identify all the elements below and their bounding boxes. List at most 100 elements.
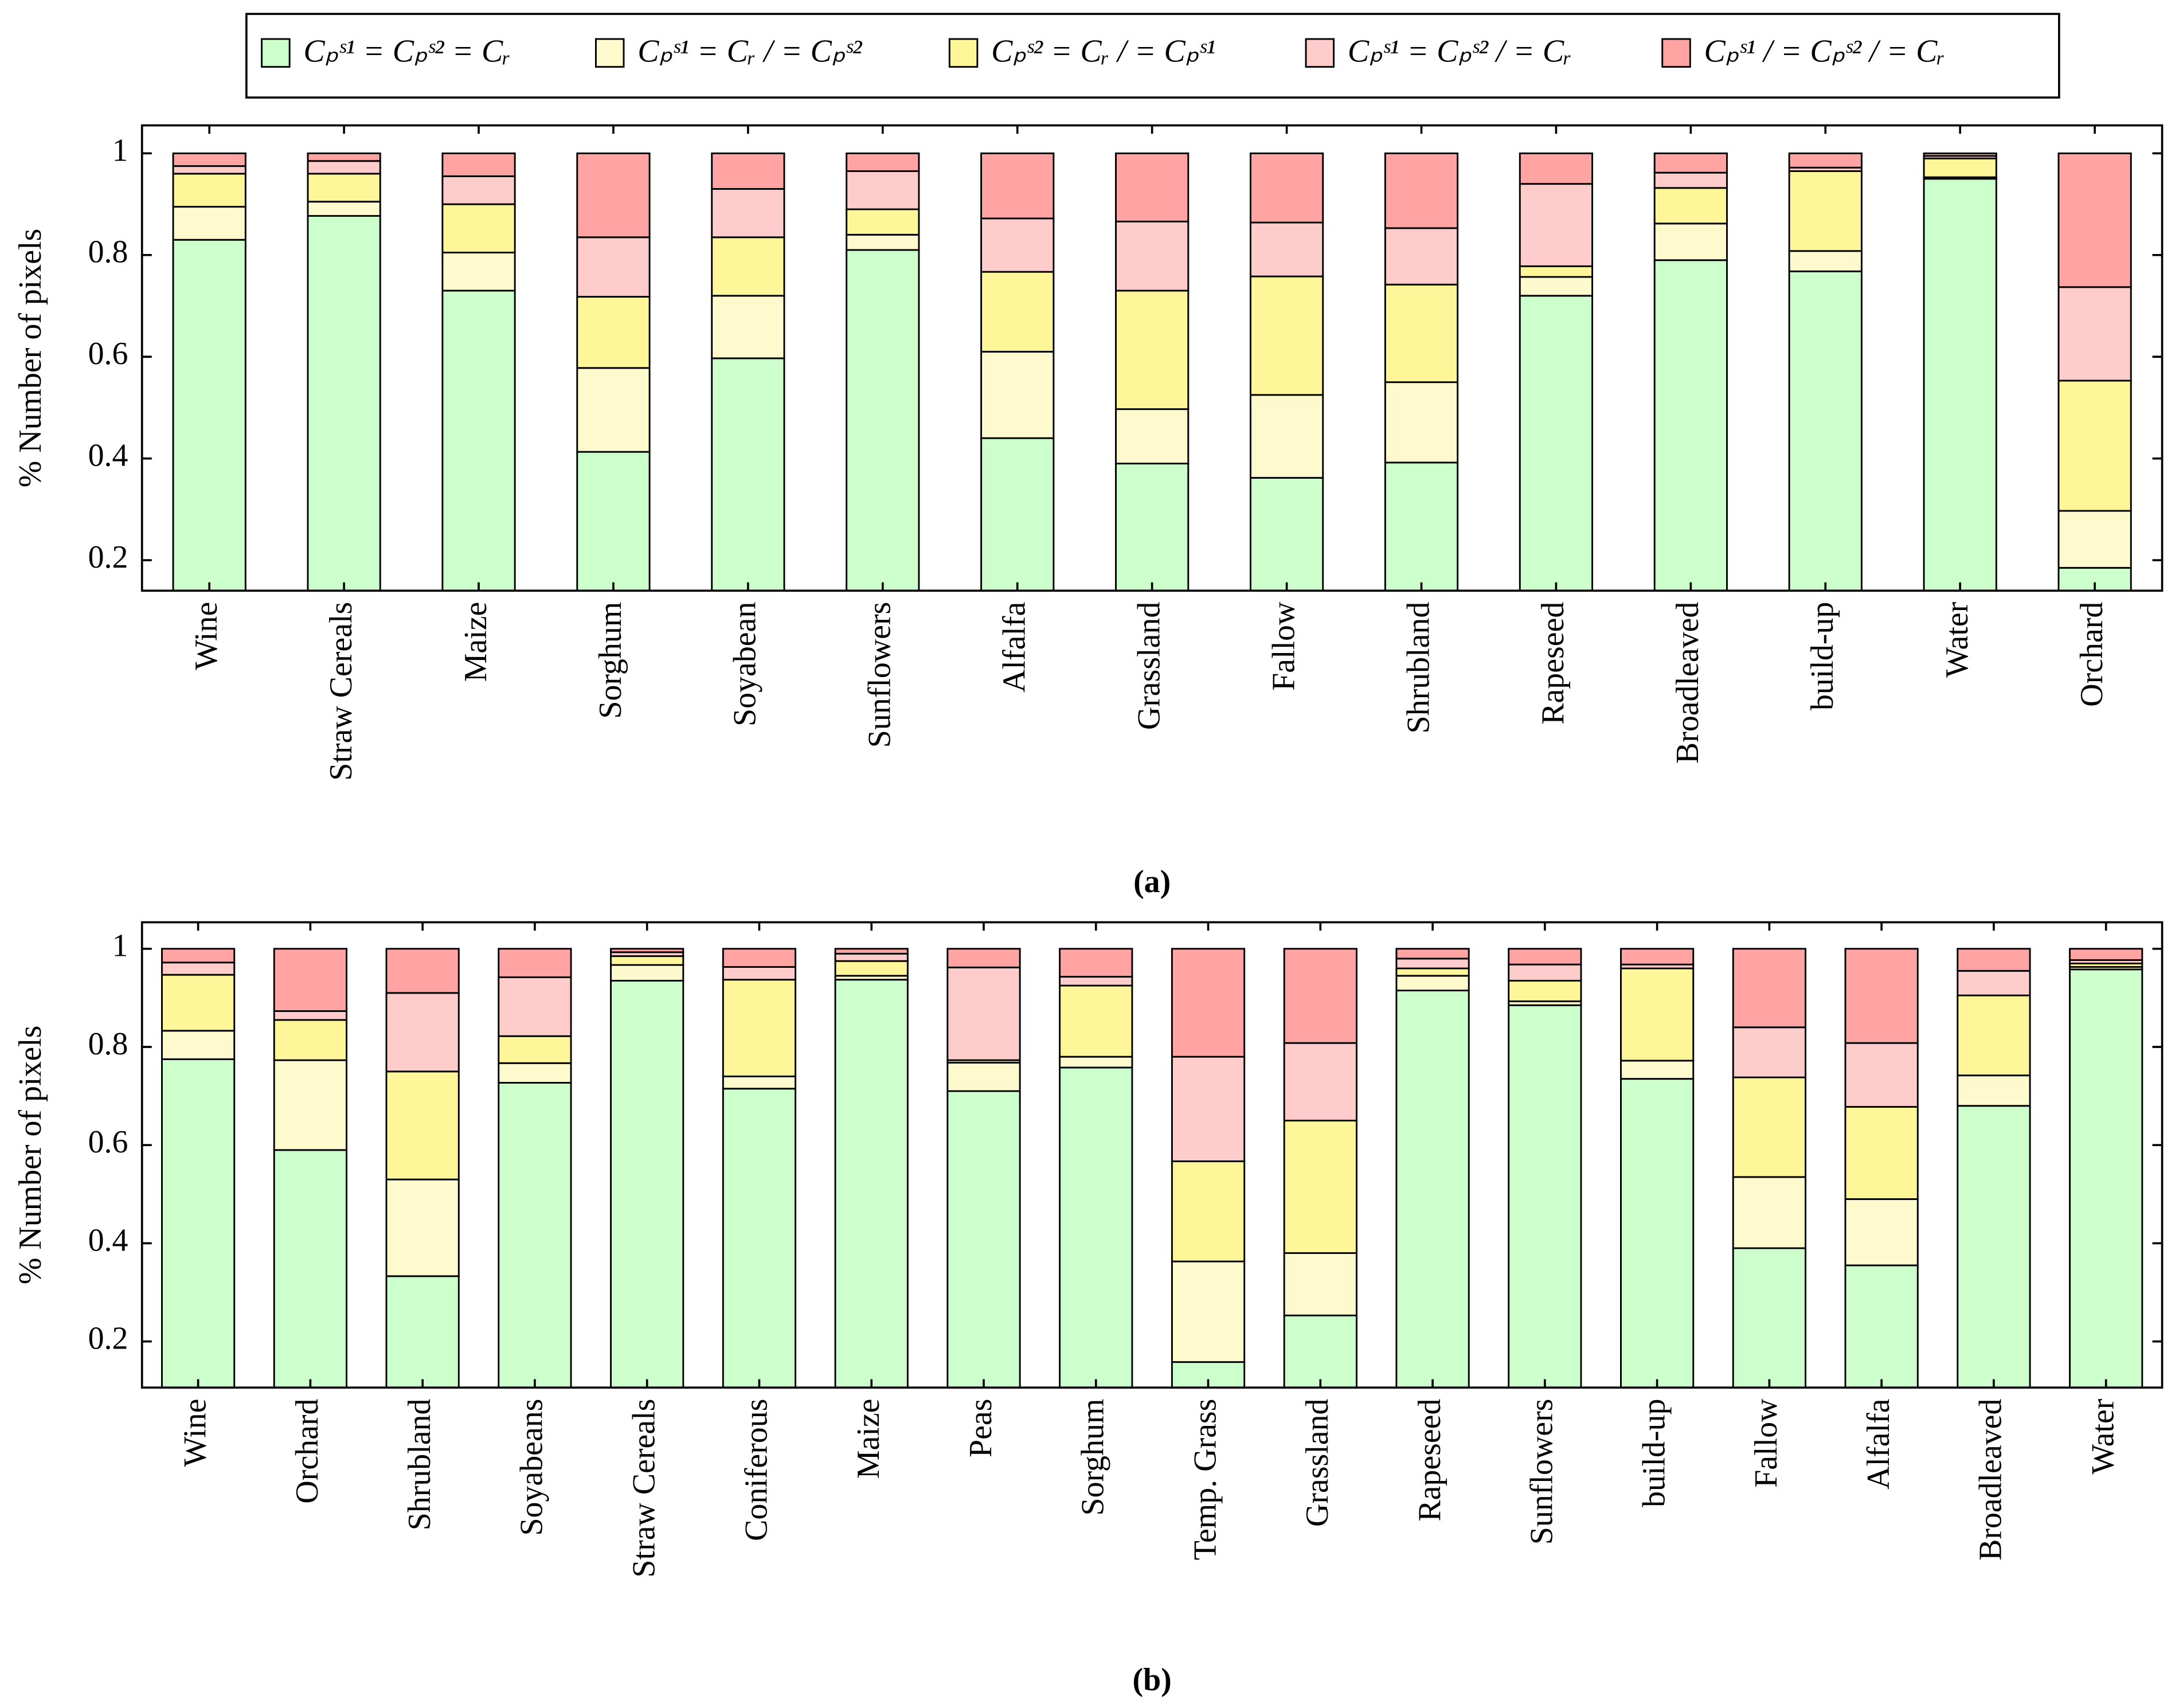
bar-segment — [576, 451, 651, 592]
bar-segment — [385, 992, 460, 1073]
bar-segment — [273, 1010, 347, 1021]
bar-segment — [2057, 153, 2132, 288]
bar-segment — [946, 966, 1021, 1061]
bar-segment — [1384, 381, 1459, 464]
bar-segment — [1653, 259, 1728, 592]
bar-segment — [385, 1178, 460, 1277]
x-tick-label: Rapeseed — [1412, 1399, 1447, 1522]
bar-segment — [722, 1088, 797, 1389]
bar-segment — [1384, 462, 1459, 592]
bar-segment — [1249, 275, 1324, 396]
bar-segment — [576, 296, 651, 369]
legend-swatch — [1661, 38, 1691, 68]
bar-segment — [1519, 276, 1594, 297]
bar-segment — [1844, 1264, 1919, 1389]
bar-segment — [711, 153, 785, 190]
legend-label: Cₚˢ¹ = Cₚˢ² / = Cᵣ — [1348, 34, 1572, 69]
bar-segment — [1620, 967, 1695, 1062]
bar-segment — [441, 251, 516, 292]
bar-segment — [1844, 948, 1919, 1044]
bar-segment — [1395, 957, 1470, 970]
legend-swatch — [1305, 38, 1335, 68]
bar-segment — [441, 203, 516, 253]
bar-segment — [2069, 948, 2143, 961]
bar-segment — [1788, 250, 1863, 272]
bar-segment — [1957, 994, 2031, 1077]
x-tick-label: Orchard — [2074, 602, 2110, 707]
bar-segment — [980, 217, 1055, 273]
legend-swatch — [261, 38, 291, 68]
bar-segment — [722, 966, 797, 981]
bar-segment — [1283, 1119, 1357, 1254]
bar-segment — [1508, 963, 1582, 982]
x-tick-label: Straw Cereals — [323, 602, 359, 781]
bar-segment — [498, 948, 572, 978]
bar-segment — [307, 173, 381, 203]
caption: (b) — [1133, 1662, 1172, 1698]
x-tick-label: Alfalfa — [1861, 1398, 1896, 1489]
bar-segment — [711, 236, 785, 297]
bar-segment — [980, 437, 1055, 592]
y-tick-label: 1 — [112, 928, 128, 964]
y-axis-label: % Number of pixels — [13, 229, 48, 488]
bar-segment — [1519, 295, 1594, 592]
legend-label: Cₚˢ¹ = Cₚˢ² = Cᵣ — [303, 34, 511, 69]
bar-segment — [172, 153, 247, 167]
bar-segment — [846, 233, 920, 251]
x-tick-label: Alfalfa — [997, 601, 1032, 692]
y-tick-label: 0.2 — [88, 540, 128, 575]
bar-segment — [161, 948, 236, 964]
x-tick-label: Broadleaved — [1973, 1399, 2009, 1561]
bar-segment — [1844, 1105, 1919, 1200]
bar-segment — [711, 295, 785, 359]
bar-segment — [385, 1070, 460, 1181]
bar-segment — [161, 1058, 236, 1389]
x-tick-label: Sorghum — [593, 602, 628, 719]
y-tick-label: 0.4 — [88, 1222, 128, 1258]
bar-segment — [1620, 1078, 1695, 1389]
bar-segment — [1732, 1076, 1806, 1178]
bar-segment — [1171, 1160, 1246, 1263]
y-tick-label: 0.2 — [88, 1320, 128, 1356]
x-tick-label: build-up — [1636, 1399, 1672, 1507]
bar-segment — [1059, 948, 1133, 978]
bar-segment — [1249, 153, 1324, 224]
x-tick-label: Fallow — [1266, 601, 1301, 691]
bar-segment — [1395, 975, 1470, 992]
bar-segment — [722, 979, 797, 1077]
bar-segment — [1395, 967, 1470, 977]
bar-segment — [722, 948, 797, 968]
x-tick-label: Water — [1939, 601, 1975, 677]
x-tick-label: Straw Cereals — [627, 1399, 662, 1578]
bar-segment — [441, 175, 516, 205]
bar-segment — [1283, 948, 1357, 1044]
bar-segment — [1171, 948, 1246, 1058]
bar-segment — [498, 1062, 572, 1084]
x-tick-label: Wine — [189, 602, 224, 670]
bar-segment — [946, 1090, 1021, 1389]
bar-segment — [385, 1275, 460, 1389]
bar-segment — [1384, 227, 1459, 286]
bar-segment — [1508, 979, 1582, 1002]
bar-segment — [1249, 221, 1324, 277]
x-tick-label: Grassland — [1131, 602, 1167, 730]
bar-segment — [610, 948, 684, 953]
bar-segment — [1653, 153, 1728, 174]
bar-segment — [307, 215, 381, 592]
bar-segment — [1732, 948, 1806, 1029]
x-tick-label: Sunflowers — [1524, 1399, 1560, 1545]
bar-segment — [834, 952, 909, 962]
x-tick-label: Water — [2086, 1398, 2121, 1474]
bar-segment — [1957, 1105, 2031, 1389]
x-tick-label: Shrubland — [402, 1399, 437, 1531]
bar-segment — [1519, 265, 1594, 278]
bar-segment — [2057, 510, 2132, 569]
x-tick-label: Sorghum — [1075, 1399, 1111, 1516]
x-tick-label: Orchard — [289, 1399, 325, 1504]
legend-label: Cₚˢ¹ / = Cₚˢ² / = Cᵣ — [1704, 34, 1946, 69]
bar-segment — [1508, 948, 1582, 966]
bar-segment — [1788, 170, 1863, 252]
legend-box — [245, 13, 2060, 99]
bar-segment — [1732, 1176, 1806, 1249]
